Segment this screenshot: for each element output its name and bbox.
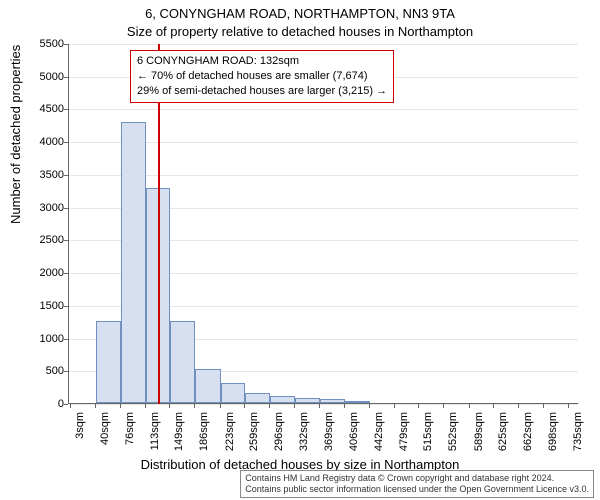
xtick-mark: [518, 404, 519, 408]
ytick-label: 1500: [24, 300, 64, 312]
gridline: [69, 109, 578, 110]
gridline: [69, 44, 578, 45]
xtick-mark: [443, 404, 444, 408]
chart-title-main: 6, CONYNGHAM ROAD, NORTHAMPTON, NN3 9TA: [0, 6, 600, 21]
xtick-mark: [220, 404, 221, 408]
histogram-bar: [121, 122, 146, 403]
ytick-label: 1000: [24, 333, 64, 345]
histogram-bar: [245, 393, 270, 403]
ytick-mark: [64, 44, 68, 45]
xtick-label: 3sqm: [74, 412, 86, 472]
annotation-box: 6 CONYNGHAM ROAD: 132sqm ← 70% of detach…: [130, 50, 394, 103]
credits-box: Contains HM Land Registry data © Crown c…: [240, 470, 594, 499]
ytick-mark: [64, 175, 68, 176]
chart-title-sub: Size of property relative to detached ho…: [0, 24, 600, 39]
xtick-mark: [70, 404, 71, 408]
ytick-label: 0: [24, 398, 64, 410]
ytick-label: 3500: [24, 169, 64, 181]
xtick-label: 223sqm: [224, 412, 236, 472]
xtick-mark: [568, 404, 569, 408]
histogram-bar: [96, 321, 120, 403]
xtick-label: 259sqm: [248, 412, 260, 472]
ytick-mark: [64, 208, 68, 209]
histogram-bar: [221, 383, 245, 403]
chart-container: 6, CONYNGHAM ROAD, NORTHAMPTON, NN3 9TA …: [0, 0, 600, 500]
ytick-label: 2500: [24, 234, 64, 246]
annotation-line3: 29% of semi-detached houses are larger (…: [137, 84, 387, 99]
credits-line2: Contains public sector information licen…: [245, 484, 589, 495]
ytick-label: 4500: [24, 103, 64, 115]
xtick-label: 76sqm: [124, 412, 136, 472]
xtick-label: 186sqm: [198, 412, 210, 472]
histogram-bar: [320, 399, 345, 403]
ytick-mark: [64, 240, 68, 241]
xtick-label: 662sqm: [522, 412, 534, 472]
y-axis-label-text: Number of detached properties: [8, 45, 23, 224]
xtick-mark: [120, 404, 121, 408]
y-axis-label: Number of detached properties: [8, 45, 23, 224]
xtick-label: 406sqm: [348, 412, 360, 472]
ytick-mark: [64, 371, 68, 372]
xtick-mark: [344, 404, 345, 408]
xtick-mark: [493, 404, 494, 408]
ytick-mark: [64, 77, 68, 78]
xtick-mark: [418, 404, 419, 408]
ytick-mark: [64, 273, 68, 274]
xtick-label: 332sqm: [298, 412, 310, 472]
xtick-label: 735sqm: [572, 412, 584, 472]
xtick-label: 698sqm: [547, 412, 559, 472]
ytick-label: 500: [24, 365, 64, 377]
xtick-label: 442sqm: [373, 412, 385, 472]
ytick-mark: [64, 339, 68, 340]
ytick-mark: [64, 306, 68, 307]
xtick-mark: [369, 404, 370, 408]
xtick-label: 552sqm: [447, 412, 459, 472]
histogram-bar: [270, 396, 294, 403]
xtick-label: 589sqm: [473, 412, 485, 472]
xtick-mark: [394, 404, 395, 408]
histogram-bar: [195, 369, 220, 403]
ytick-mark: [64, 109, 68, 110]
xtick-label: 40sqm: [99, 412, 111, 472]
ytick-label: 4000: [24, 136, 64, 148]
ytick-mark: [64, 142, 68, 143]
xtick-label: 149sqm: [173, 412, 185, 472]
xtick-label: 479sqm: [398, 412, 410, 472]
xtick-mark: [469, 404, 470, 408]
annotation-line1: 6 CONYNGHAM ROAD: 132sqm: [137, 54, 387, 69]
ytick-label: 2000: [24, 267, 64, 279]
xtick-mark: [319, 404, 320, 408]
xtick-mark: [269, 404, 270, 408]
xtick-label: 113sqm: [149, 412, 161, 472]
ytick-label: 5500: [24, 38, 64, 50]
xtick-label: 625sqm: [497, 412, 509, 472]
annotation-line2: ← 70% of detached houses are smaller (7,…: [137, 69, 387, 84]
histogram-bar: [295, 398, 320, 403]
xtick-mark: [95, 404, 96, 408]
xtick-mark: [543, 404, 544, 408]
ytick-label: 3000: [24, 202, 64, 214]
xtick-label: 296sqm: [273, 412, 285, 472]
xtick-label: 515sqm: [422, 412, 434, 472]
xtick-mark: [169, 404, 170, 408]
credits-line1: Contains HM Land Registry data © Crown c…: [245, 473, 589, 484]
ytick-label: 5000: [24, 71, 64, 83]
xtick-mark: [294, 404, 295, 408]
ytick-mark: [64, 404, 68, 405]
xtick-mark: [194, 404, 195, 408]
xtick-label: 369sqm: [323, 412, 335, 472]
histogram-bar: [170, 321, 195, 403]
xtick-mark: [244, 404, 245, 408]
histogram-bar: [345, 401, 369, 403]
xtick-mark: [145, 404, 146, 408]
